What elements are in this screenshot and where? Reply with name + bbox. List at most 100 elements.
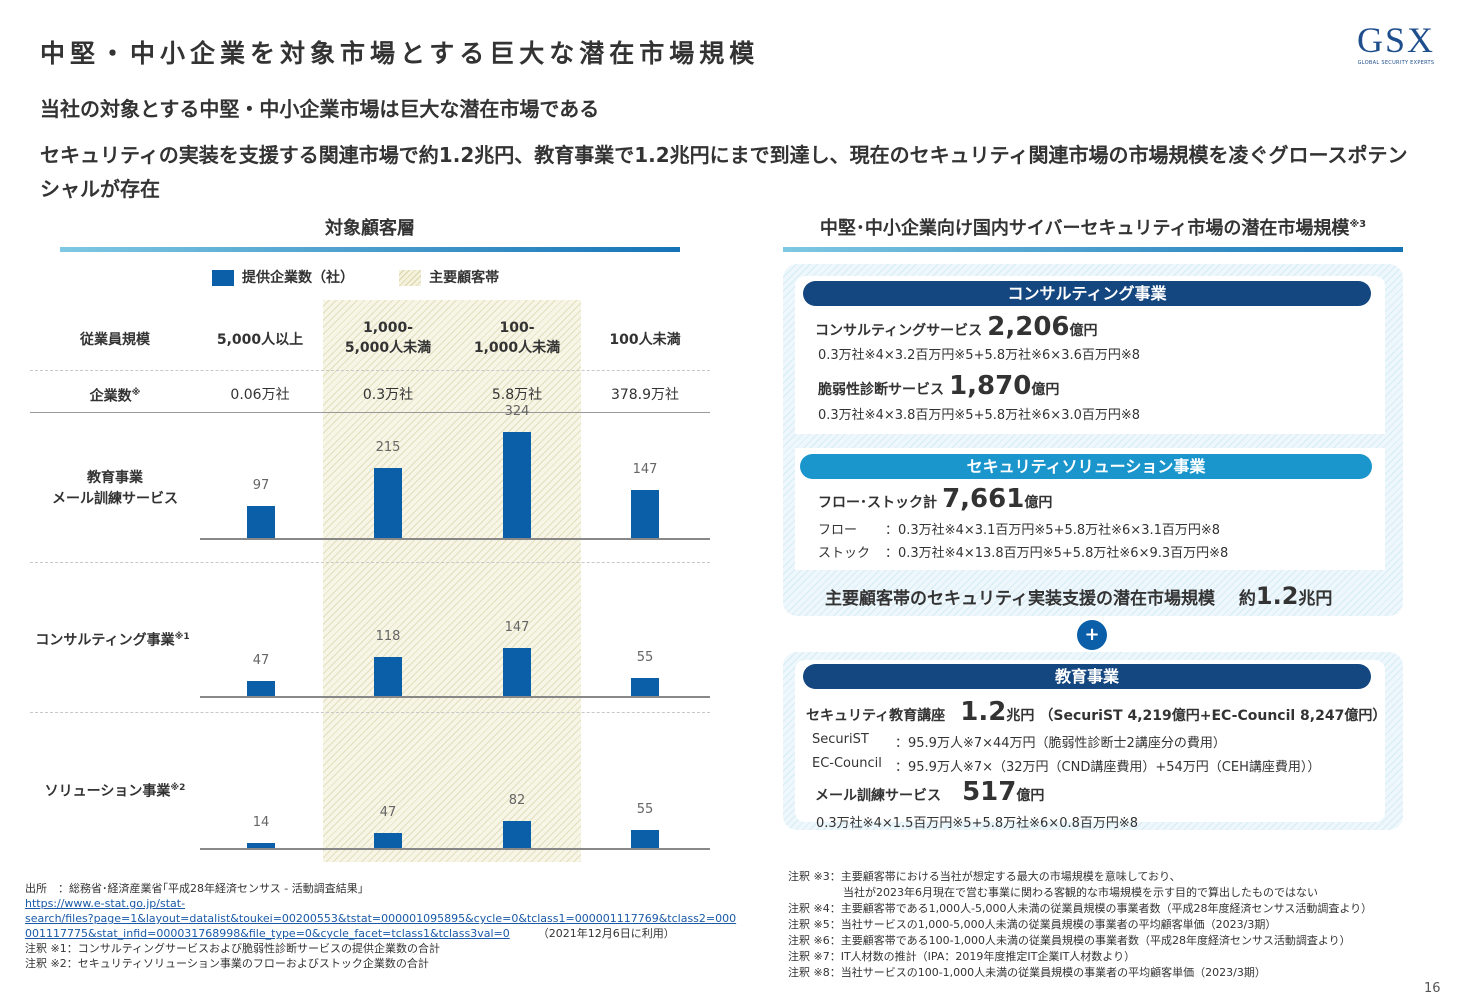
company-count: 0.3万社 <box>362 387 414 403</box>
stock-label: ストック <box>818 546 871 561</box>
bar-education <box>374 468 402 538</box>
total-label: 主要顧客帯のセキュリティ実装支援の潜在市場規模 <box>825 589 1215 609</box>
solution-line: フロー･ストック計 7,661億円 <box>818 484 1052 514</box>
total-value: 1.2 <box>1255 582 1299 610</box>
footnote: 当社が2023年6月現在で営む事業に関わる客観的な市場規模を示す目的で算出したも… <box>788 886 1318 899</box>
footnote: 注釈 ※5：当社サービスの1,000-5,000人未満の従業員規模の事業者の平均… <box>788 918 1277 931</box>
solution-value: 7,661 <box>942 484 1025 514</box>
bar-solution <box>247 843 275 848</box>
education-course-label: セキュリティ教育講座 <box>806 708 946 724</box>
right-section-note: ※3 <box>1349 219 1367 230</box>
source-block: 出所 ：総務省･経済産業省｢平成28年経済センサス - 活動調査結果｣ http… <box>25 881 785 971</box>
footnote: 注釈 ※4：主要顧客帯である1,000人-5,000人未満の従業員規模の事業者数… <box>788 902 1373 915</box>
page-title: 中堅・中小企業を対象市場とする巨大な潜在市場規模 <box>40 39 760 68</box>
bar-education <box>503 432 531 538</box>
legend-item-band: 主要顧客帯 <box>399 267 499 287</box>
bar-value-label: 55 <box>636 802 654 817</box>
source-date: （2021年12月6日に利用） <box>537 927 675 940</box>
bar-value-label: 55 <box>636 650 654 665</box>
bar-consulting <box>374 657 402 696</box>
consulting-service-unit: 億円 <box>1069 323 1098 339</box>
baseline-consulting <box>200 696 710 698</box>
column-header-line: 5,000人未満 <box>344 340 432 356</box>
footnotes: 注釈 ※3：主要顧客帯における当社が想定する最大の市場規模を意味しており、 当社… <box>788 869 1448 981</box>
mail-training-line: メール訓練サービス 517億円 <box>815 777 1044 807</box>
solution-pill: セキュリティソリューション事業 <box>800 454 1372 479</box>
column-header: 100- 1,000人未満 <box>453 318 581 358</box>
source-link-2[interactable]: search/files?page=1&layout=datalist&touk… <box>25 912 737 925</box>
source-url-2[interactable]: search/files?page=1&layout=datalist&touk… <box>25 911 785 926</box>
legend-band-swatch <box>399 270 422 286</box>
bar-solution <box>631 830 659 848</box>
bar-value-label: 47 <box>252 653 270 668</box>
row-label-line: 教育事業 <box>87 470 143 486</box>
footnote: 注釈 ※8：当社サービスの100-1,000人未満の従業員規模の事業者の平均顧客… <box>788 966 1266 979</box>
right-section-underline <box>783 247 1403 252</box>
source-link-3[interactable]: 001117775&stat_infid=000031768998&file_t… <box>25 927 510 940</box>
row-divider <box>30 412 710 413</box>
bar-value-label: 324 <box>504 404 530 419</box>
row-label-line: メール訓練サービス <box>52 491 178 507</box>
ec-council-label: EC-Council <box>812 756 882 771</box>
row-note: ※2 <box>170 783 186 793</box>
row-label-solution-text: ソリューション事業 <box>44 783 171 800</box>
bar-consulting <box>247 681 275 696</box>
flow-calc: ：0.3万社※4×3.1百万円※5+5.8万社※6×3.1百万円※8 <box>885 523 1221 538</box>
education-course-unit: 兆円 <box>1006 708 1035 724</box>
source-url-1[interactable]: https://www.e-stat.go.jp/stat- <box>25 896 785 911</box>
bar-value-label: 215 <box>375 440 401 455</box>
education-course-value: 1.2 <box>960 697 1007 727</box>
source-line: 出所 ：総務省･経済産業省｢平成28年経済センサス - 活動調査結果｣ <box>25 882 364 895</box>
header-label: 従業員規模 <box>80 332 150 348</box>
securist-label: SecuriST <box>812 732 869 747</box>
logo-subtitle: GLOBAL SECURITY EXPERTS <box>1357 60 1435 66</box>
source-url-3[interactable]: 001117775&stat_infid=000031768998&file_t… <box>25 926 785 941</box>
column-header-line: 100人未満 <box>609 332 681 348</box>
education-course-detail: （SecuriST 4,219億円+EC-Council 8,247億円） <box>1039 708 1387 724</box>
bar-solution <box>374 833 402 848</box>
vuln-service-line: 脆弱性診断サービス 1,870億円 <box>818 371 1059 401</box>
column-header: 1,000- 5,000人未満 <box>323 318 453 358</box>
column-header: 100人未満 <box>581 330 709 350</box>
total-line: 主要顧客帯のセキュリティ実装支援の潜在市場規模 約1.2兆円 <box>825 582 1332 610</box>
bar-consulting <box>503 648 531 696</box>
bar-value-label: 147 <box>632 462 658 477</box>
baseline-solution <box>200 848 710 850</box>
vuln-service-label: 脆弱性診断サービス <box>818 382 944 398</box>
source-link-1[interactable]: https://www.e-stat.go.jp/stat- <box>25 897 186 910</box>
consulting-service-label: コンサルティングサービス <box>815 323 983 339</box>
mail-training-calc: 0.3万社※4×1.5百万円※5+5.8万社※6×0.8百万円※8 <box>816 816 1139 831</box>
main-customer-band <box>323 300 581 862</box>
bar-value-label: 118 <box>375 629 401 644</box>
total-unit: 兆円 <box>1298 589 1333 609</box>
row-label-solution: ソリューション事業※2 <box>30 778 200 803</box>
stock-calc: ：0.3万社※4×13.8百万円※5+5.8万社※6×9.3百万円※8 <box>885 546 1229 561</box>
company-logo: GSX GLOBAL SECURITY EXPERTS <box>1350 20 1442 66</box>
left-section-underline <box>60 247 680 252</box>
summary: セキュリティの実装を支援する関連市場で約1.2兆円、教育事業で1.2兆円にまで到… <box>40 143 1408 201</box>
legend-bar-swatch <box>212 270 234 286</box>
education-pill: 教育事業 <box>803 664 1371 689</box>
bar-solution <box>503 821 531 848</box>
bar-education <box>247 506 275 538</box>
mail-training-unit: 億円 <box>1016 788 1045 804</box>
chart-legend: 提供企業数（社） 主要顧客帯 <box>212 267 539 287</box>
securist-calc: ：95.9万人※7×44万円（脆弱性診断士2講座分の費用） <box>895 736 1226 751</box>
page-number: 16 <box>1424 981 1441 996</box>
legend-band-label: 主要顧客帯 <box>429 270 500 286</box>
source-note-2: 注釈 ※2：セキュリティソリューション事業のフローおよびストック企業数の合計 <box>25 957 429 970</box>
ec-council-calc: ：95.9万人※7×（32万円（CND講座費用）+54万円（CEH講座費用）） <box>895 760 1321 775</box>
footnote: 注釈 ※7：IT人材数の推計（IPA：2019年度推定IT企業IT人材数より） <box>788 950 1136 963</box>
education-course-line: セキュリティ教育講座 1.2兆円 （SecuriST 4,219億円+EC-Co… <box>806 697 1386 727</box>
baseline-education <box>200 538 710 540</box>
company-count: 0.06万社 <box>230 387 290 403</box>
row-note: ※1 <box>174 632 190 642</box>
row-label-education: 教育事業メール訓練サービス <box>30 468 200 510</box>
count-label: 企業数※ <box>30 383 200 407</box>
mail-training-label: メール訓練サービス <box>815 788 941 804</box>
count-label-text: 企業数 <box>89 388 132 405</box>
right-section-title: 中堅･中小企業向け国内サイバーセキュリティ市場の潜在市場規模※3 <box>783 214 1403 240</box>
column-header-line: 1,000人未満 <box>473 340 561 356</box>
consulting-service-line: コンサルティングサービス 2,206億円 <box>815 312 1098 342</box>
count-note: ※ <box>131 388 141 398</box>
